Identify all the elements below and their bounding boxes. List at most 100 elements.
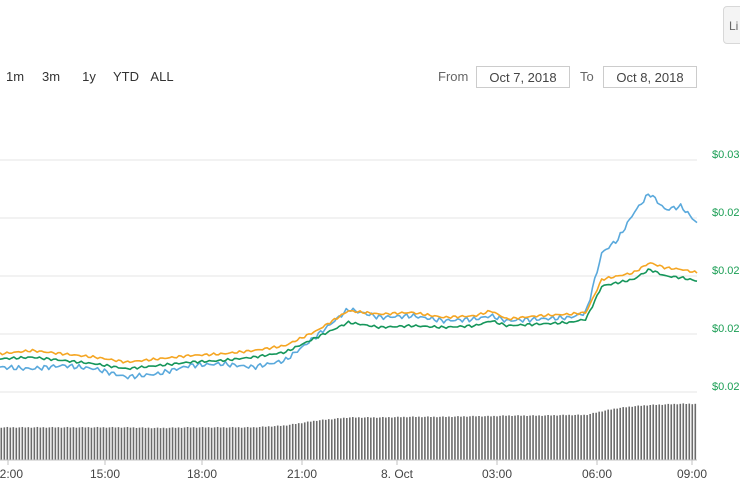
volume-bar	[373, 417, 375, 460]
volume-bar	[418, 416, 420, 460]
to-date-input[interactable]: Oct 8, 2018	[603, 66, 697, 88]
from-date-input[interactable]: Oct 7, 2018	[476, 66, 570, 88]
range-button-3m[interactable]: 3m	[36, 66, 66, 88]
y-axis-labels: $0.03 $0.02 $0.02 $0.02 $0.02	[712, 149, 740, 393]
volume-bar	[333, 418, 336, 460]
volume-bar	[117, 427, 120, 460]
x-tick-label: 03:00	[482, 467, 512, 481]
volume-bar	[388, 417, 390, 460]
volume-bar	[246, 426, 249, 460]
volume-bar	[421, 417, 423, 460]
volume-bar	[658, 404, 661, 460]
volume-bar	[249, 427, 252, 460]
volume-bar	[565, 415, 567, 460]
volume-bar	[96, 426, 99, 460]
volume-bar	[309, 421, 312, 460]
volume-bar	[264, 426, 267, 460]
volume-bar	[216, 426, 219, 460]
from-label: From	[438, 69, 469, 84]
y-tick-label: $0.02	[712, 265, 740, 277]
volume-bar	[297, 423, 300, 460]
volume-bar	[529, 415, 531, 460]
range-button-1y[interactable]: 1y	[76, 66, 102, 88]
volume-bar	[490, 416, 492, 460]
x-tick-label: 09:00	[677, 467, 707, 481]
volume-bar	[472, 415, 474, 460]
volume-bar	[442, 416, 444, 460]
volume-bar	[619, 407, 621, 460]
volume-bar	[228, 427, 231, 460]
volume-bar	[652, 404, 655, 461]
volume-bar	[36, 426, 39, 460]
volume-bar	[324, 419, 327, 460]
volume-bar	[18, 427, 21, 460]
volume-bar	[475, 416, 477, 460]
volume-bar	[303, 422, 306, 460]
volume-bar	[24, 427, 27, 460]
range-button-1m[interactable]: 1m	[2, 66, 28, 88]
volume-bar	[463, 416, 465, 460]
y-tick-label: $0.02	[712, 207, 740, 219]
volume-bar	[267, 426, 270, 460]
volume-bar	[535, 415, 537, 460]
y-tick-label: $0.03	[712, 149, 740, 161]
volume-bar	[376, 417, 378, 460]
volume-bar	[655, 404, 658, 460]
volume-bar	[640, 405, 643, 460]
corner-menu-button[interactable]: Li	[723, 6, 740, 44]
volume-bar	[339, 418, 342, 460]
volume-bar	[568, 414, 570, 460]
volume-bar	[544, 415, 546, 460]
volume-bar	[445, 416, 447, 460]
volume-bar	[508, 415, 510, 460]
volume-bar	[27, 427, 30, 460]
volume-bar	[219, 427, 222, 460]
volume-bar	[541, 415, 543, 460]
volume-bar	[514, 415, 516, 460]
volume-bar	[385, 417, 387, 460]
volume-bar	[553, 415, 555, 460]
volume-bar	[114, 427, 117, 460]
volume-bar	[511, 415, 513, 460]
volume-bar	[123, 427, 126, 460]
volume-bar	[634, 406, 637, 460]
volume-bar	[688, 403, 691, 460]
volume-bar	[349, 417, 351, 460]
grid-lines	[0, 159, 697, 393]
volume-bar	[195, 427, 198, 460]
volume-bar	[643, 405, 646, 460]
volume-bar	[3, 427, 6, 460]
volume-bar	[532, 415, 534, 460]
volume-bar	[673, 403, 676, 460]
volume-bar	[346, 417, 348, 460]
volume-bar	[436, 417, 438, 460]
volume-bar	[685, 404, 688, 460]
volume-bar	[207, 427, 210, 460]
volume-bar	[177, 427, 180, 460]
volume-bar	[108, 427, 111, 460]
volume-bar	[147, 427, 150, 460]
volume-bar	[520, 415, 522, 460]
volume-bar	[105, 427, 108, 460]
volume-bar	[364, 417, 366, 460]
volume-bar	[102, 427, 105, 460]
volume-bar	[342, 417, 345, 460]
volume-bar	[625, 407, 627, 460]
volume-bar	[42, 427, 45, 460]
volume-bar	[120, 427, 123, 460]
volume-bar	[165, 428, 168, 460]
volume-bar	[312, 420, 315, 460]
volume-bar	[156, 427, 159, 460]
volume-bar	[466, 416, 468, 460]
volume-bar	[646, 405, 649, 460]
volume-bar	[39, 427, 42, 460]
volume-bar	[589, 413, 591, 460]
volume-bar	[63, 427, 66, 460]
volume-bar	[502, 415, 504, 460]
volume-bar	[60, 427, 63, 460]
volume-bar	[159, 428, 162, 460]
volume-bar	[294, 424, 297, 460]
range-button-all[interactable]: ALL	[146, 66, 178, 88]
range-button-ytd[interactable]: YTD	[108, 66, 144, 88]
volume-bar	[66, 426, 69, 460]
